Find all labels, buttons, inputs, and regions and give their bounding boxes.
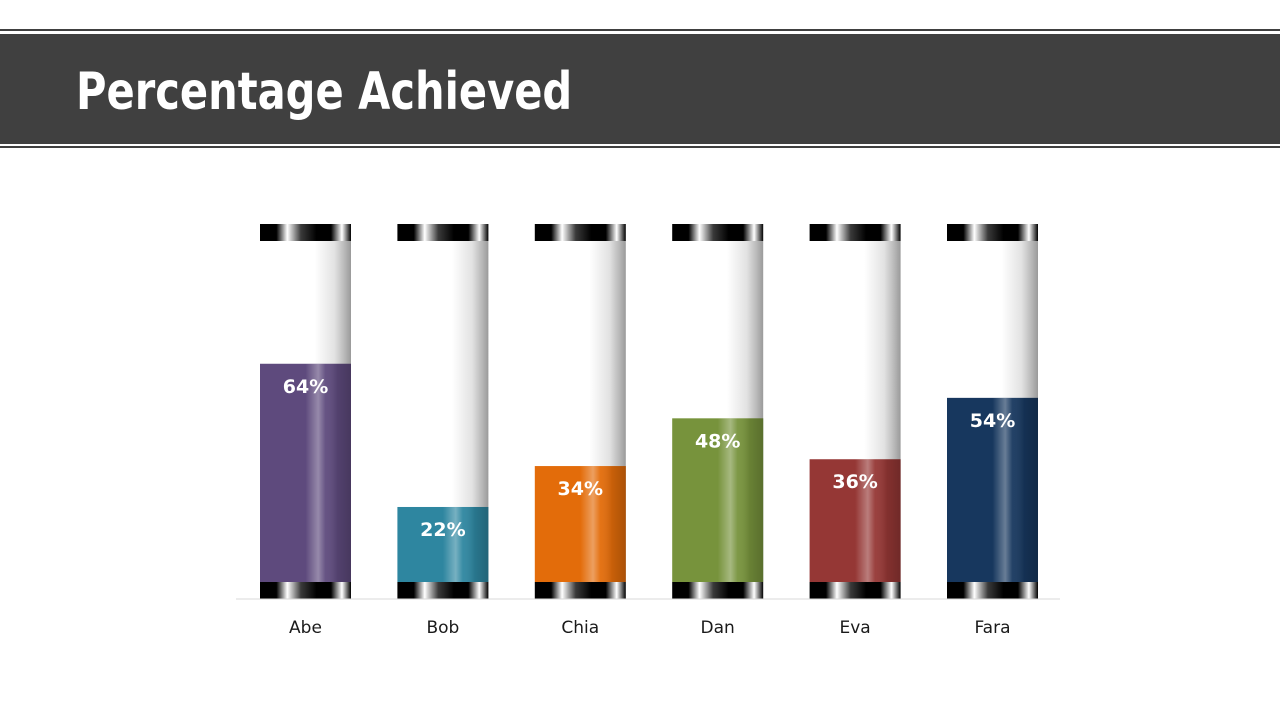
bar-value-label: 36%	[832, 471, 877, 493]
bar-value-label: 48%	[695, 430, 740, 452]
bar-top-cap	[534, 224, 626, 241]
category-label: Abe	[289, 618, 322, 638]
bar-shine	[260, 363, 351, 582]
top-rule	[0, 29, 1280, 31]
bar-shine	[397, 506, 489, 582]
category-label: Chia	[561, 618, 599, 638]
bar-top-cap	[809, 224, 901, 241]
bar-chia: 34%	[534, 224, 626, 599]
category-label: Bob	[426, 618, 459, 638]
bar-bottom-cap	[947, 582, 1038, 599]
bar-value-label: 64%	[283, 376, 328, 398]
bar-shine	[809, 459, 901, 582]
bar-bottom-cap	[534, 582, 626, 599]
bar-shine	[672, 418, 764, 582]
bar-fara: 54%	[947, 224, 1038, 599]
bar-bottom-cap	[260, 582, 351, 599]
bar-dan: 48%	[672, 224, 764, 599]
bottom-rule	[0, 146, 1280, 148]
bar-top-cap	[260, 224, 351, 241]
bar-value-label: 34%	[558, 478, 603, 500]
bar-top-cap	[672, 224, 764, 241]
category-label: Eva	[839, 618, 870, 638]
bar-bottom-cap	[397, 582, 489, 599]
bar-shine	[947, 397, 1038, 582]
bar-value-label: 54%	[970, 410, 1015, 432]
bar-eva: 36%	[809, 224, 901, 599]
bars-group: 64% 22% 34% 48% 36% 54%	[260, 224, 1038, 599]
category-labels-group: Abe Bob Chia Dan Eva Fara	[289, 618, 1010, 638]
bar-abe: 64%	[260, 224, 351, 599]
title-band: Percentage Achieved	[0, 34, 1280, 144]
bar-top-cap	[397, 224, 489, 241]
bar-top-cap	[947, 224, 1038, 241]
page-title: Percentage Achieved	[76, 62, 573, 122]
bar-value-label: 22%	[420, 519, 465, 541]
category-label: Dan	[701, 618, 735, 638]
bar-bottom-cap	[809, 582, 901, 599]
bar-bob: 22%	[397, 224, 489, 599]
category-label: Fara	[974, 618, 1010, 638]
bar-bottom-cap	[672, 582, 764, 599]
bar-shine	[534, 466, 626, 582]
